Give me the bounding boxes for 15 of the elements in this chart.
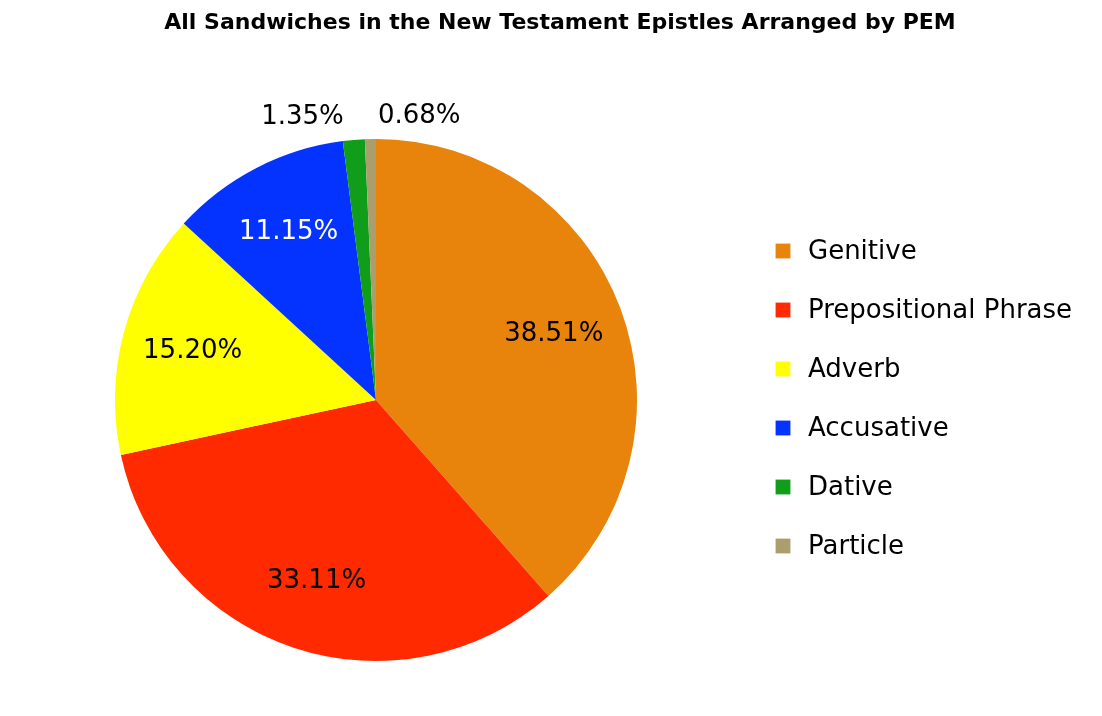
data-label: 0.68% (377, 99, 461, 130)
legend-label: Accusative (808, 412, 949, 442)
legend-label: Dative (808, 471, 893, 501)
pie-slice (120, 400, 549, 661)
data-label: 33.11% (266, 564, 367, 595)
pie-slice (376, 139, 637, 596)
data-label: 15.20% (143, 334, 243, 365)
data-label: 38.51% (504, 316, 604, 347)
legend-label: Genitive (808, 235, 917, 265)
legend-label: Prepositional Phrase (808, 294, 1073, 324)
data-label: 11.15% (239, 215, 339, 246)
data-label: 1.35% (261, 100, 344, 131)
legend-label: Adverb (808, 353, 901, 383)
chart-title: All Sandwiches in the New Testament Epistles Arranged by PEM (164, 9, 956, 35)
legend-label: Particle (808, 530, 905, 560)
